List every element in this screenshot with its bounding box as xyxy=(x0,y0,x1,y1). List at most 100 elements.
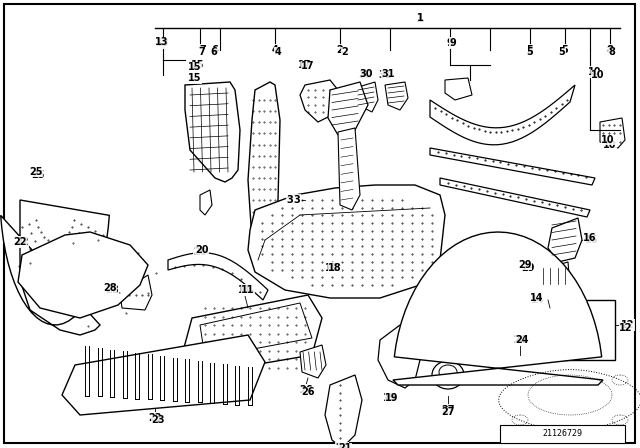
Text: 3: 3 xyxy=(294,195,300,205)
Polygon shape xyxy=(445,78,472,100)
Polygon shape xyxy=(540,262,570,290)
Polygon shape xyxy=(200,190,212,215)
Polygon shape xyxy=(248,82,280,260)
Text: 15: 15 xyxy=(188,73,202,83)
Text: 27: 27 xyxy=(441,405,455,415)
Text: 23: 23 xyxy=(151,415,164,425)
Text: 24: 24 xyxy=(515,335,529,345)
Text: 29: 29 xyxy=(521,263,535,273)
Text: 30: 30 xyxy=(358,70,372,80)
Text: 28: 28 xyxy=(103,283,117,293)
Polygon shape xyxy=(182,295,322,375)
Text: 21126729: 21126729 xyxy=(542,430,582,439)
Polygon shape xyxy=(355,82,378,112)
Text: 31: 31 xyxy=(378,70,392,80)
Text: 20: 20 xyxy=(193,247,207,257)
Text: 25: 25 xyxy=(29,167,43,177)
Polygon shape xyxy=(548,293,578,323)
Text: 7: 7 xyxy=(200,45,206,55)
Text: 8: 8 xyxy=(609,47,616,57)
Text: 6: 6 xyxy=(212,45,218,55)
Bar xyxy=(560,300,615,360)
Text: 21: 21 xyxy=(339,443,352,448)
Polygon shape xyxy=(548,218,582,262)
Polygon shape xyxy=(168,253,268,300)
Text: 16: 16 xyxy=(585,235,599,245)
Text: 9: 9 xyxy=(450,38,456,48)
Text: 10: 10 xyxy=(588,67,602,77)
Text: 22: 22 xyxy=(15,237,29,247)
Text: 15: 15 xyxy=(188,62,202,72)
Text: 19: 19 xyxy=(383,393,397,403)
Polygon shape xyxy=(18,232,148,318)
Polygon shape xyxy=(62,335,265,415)
Text: 31: 31 xyxy=(381,69,395,79)
Text: 12: 12 xyxy=(621,320,635,330)
Polygon shape xyxy=(1,200,109,335)
Text: 10: 10 xyxy=(591,70,605,80)
Polygon shape xyxy=(600,118,625,148)
Text: 13: 13 xyxy=(156,38,170,48)
Text: 21: 21 xyxy=(335,443,349,448)
Text: 5: 5 xyxy=(559,47,565,57)
Polygon shape xyxy=(338,128,360,210)
Text: 26: 26 xyxy=(301,387,315,397)
Text: 12: 12 xyxy=(620,323,633,333)
Polygon shape xyxy=(300,80,338,122)
Text: 18: 18 xyxy=(328,263,342,273)
Text: 19: 19 xyxy=(385,393,399,403)
Text: 27: 27 xyxy=(441,407,455,417)
Text: 10: 10 xyxy=(601,135,615,145)
Text: 26: 26 xyxy=(300,385,313,395)
Bar xyxy=(500,425,625,443)
Text: 4: 4 xyxy=(271,45,278,55)
Polygon shape xyxy=(328,82,368,135)
Polygon shape xyxy=(393,232,603,385)
Polygon shape xyxy=(185,82,240,182)
Polygon shape xyxy=(430,85,575,145)
Text: 17: 17 xyxy=(301,61,315,71)
Polygon shape xyxy=(430,148,595,185)
Polygon shape xyxy=(440,178,590,217)
Text: 16: 16 xyxy=(583,233,596,243)
Text: 30: 30 xyxy=(359,69,372,79)
Text: 29: 29 xyxy=(518,260,532,270)
Text: 14: 14 xyxy=(531,293,544,303)
Polygon shape xyxy=(248,185,445,298)
Text: 18: 18 xyxy=(325,263,339,273)
Polygon shape xyxy=(120,275,152,310)
Polygon shape xyxy=(200,303,312,358)
Text: 2: 2 xyxy=(337,45,344,55)
Polygon shape xyxy=(378,325,420,388)
Text: 9: 9 xyxy=(447,38,453,48)
Text: 11: 11 xyxy=(241,285,255,295)
Text: 10: 10 xyxy=(604,140,617,150)
Text: 24: 24 xyxy=(513,335,527,345)
Polygon shape xyxy=(305,192,322,208)
Text: 11: 11 xyxy=(238,285,252,295)
Text: 25: 25 xyxy=(31,170,45,180)
Polygon shape xyxy=(300,345,326,378)
Text: 8: 8 xyxy=(607,45,613,55)
Text: 2: 2 xyxy=(342,47,348,57)
Text: 1: 1 xyxy=(415,12,424,25)
Text: 5: 5 xyxy=(562,45,568,55)
Text: 5: 5 xyxy=(527,47,533,57)
Polygon shape xyxy=(385,82,408,110)
Text: 17: 17 xyxy=(298,60,312,70)
Text: 23: 23 xyxy=(148,413,162,423)
Text: 1: 1 xyxy=(417,13,424,23)
Text: 20: 20 xyxy=(195,245,209,255)
Text: 15: 15 xyxy=(191,60,205,70)
Text: 4: 4 xyxy=(275,47,282,57)
Ellipse shape xyxy=(432,361,464,389)
Polygon shape xyxy=(325,375,362,448)
Text: 6: 6 xyxy=(211,47,218,57)
Text: 14: 14 xyxy=(531,295,545,305)
Text: 3: 3 xyxy=(287,195,293,205)
Text: 28: 28 xyxy=(105,285,119,295)
Text: 5: 5 xyxy=(527,45,533,55)
Text: 7: 7 xyxy=(198,47,205,57)
Text: 13: 13 xyxy=(156,37,169,47)
Text: 22: 22 xyxy=(13,237,27,247)
